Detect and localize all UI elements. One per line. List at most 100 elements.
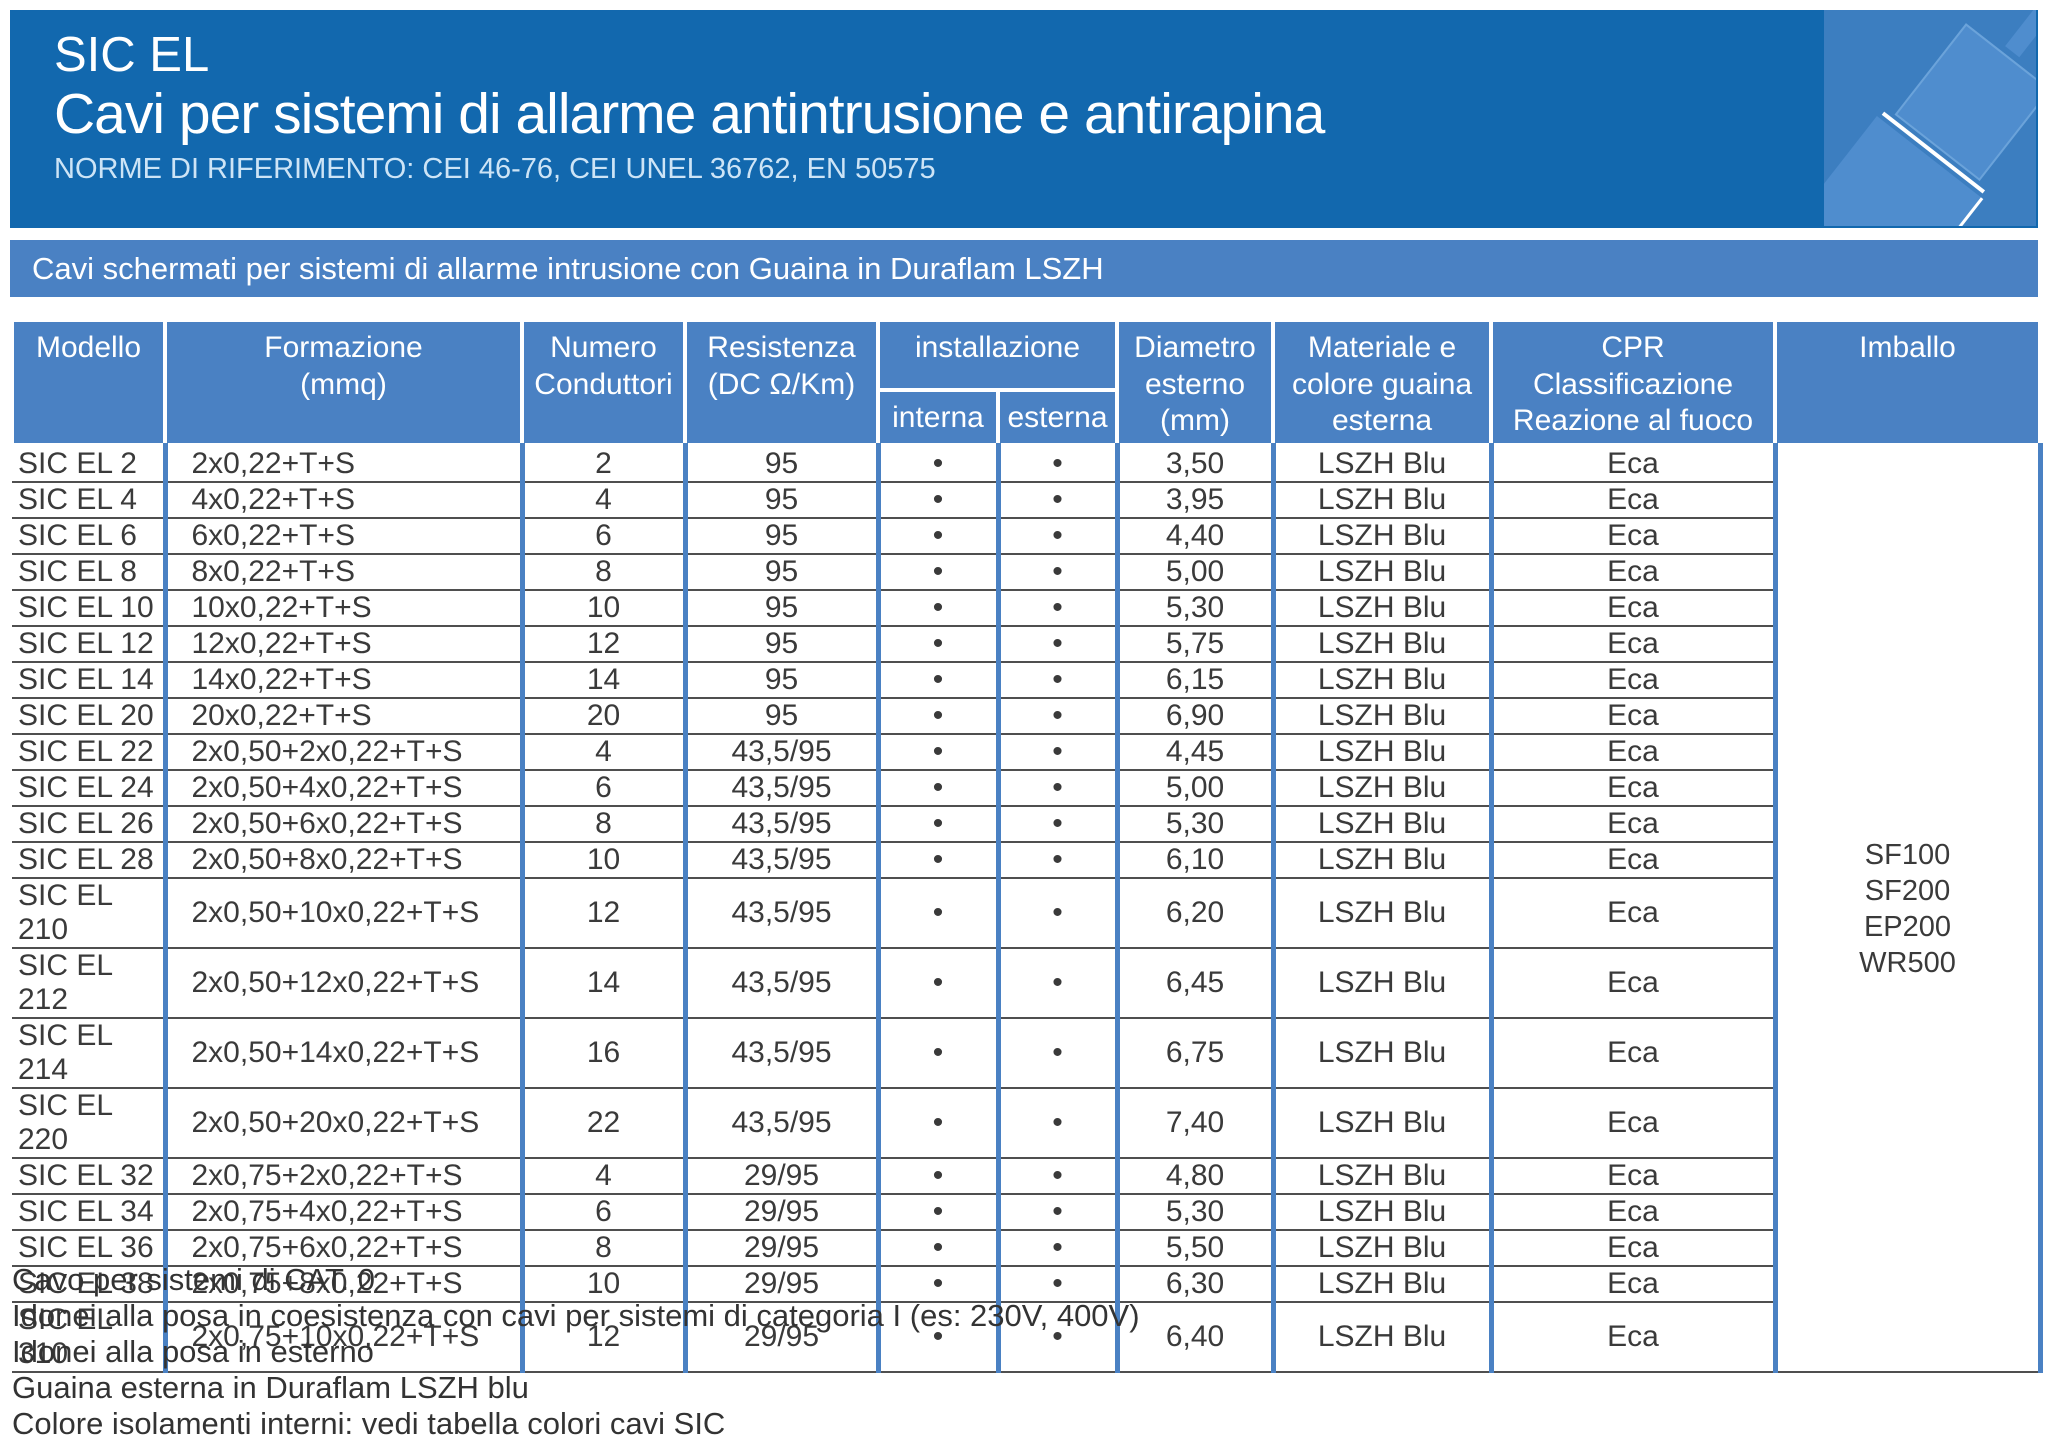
cell-installazione-interna: • bbox=[875, 1157, 998, 1194]
cell-formazione: 2x0,75+10x0,22+T+S bbox=[162, 1301, 522, 1373]
cell-conduttori: 12 bbox=[519, 1301, 685, 1373]
cell-formazione: 8x0,22+T+S bbox=[162, 553, 522, 590]
cell-modello: SIC EL 210 bbox=[12, 877, 165, 948]
header-banner: SIC EL Cavi per sistemi di allarme antin… bbox=[10, 10, 2038, 228]
cell-cpr: Eca bbox=[1488, 445, 1776, 482]
cell-formazione: 2x0,75+4x0,22+T+S bbox=[162, 1193, 522, 1230]
table-row: SIC EL 12 12x0,22+T+S 12 95 • • 5,75 LSZ… bbox=[12, 625, 2040, 662]
cell-guaina: LSZH Blu bbox=[1270, 877, 1492, 948]
cell-diametro: 7,40 bbox=[1114, 1087, 1274, 1158]
cell-diametro: 5,50 bbox=[1114, 1229, 1274, 1266]
cell-guaina: LSZH Blu bbox=[1270, 697, 1492, 734]
cell-installazione-interna: • bbox=[875, 733, 998, 770]
cell-cpr: Eca bbox=[1488, 517, 1776, 554]
cell-conduttori: 8 bbox=[519, 553, 685, 590]
cell-diametro: 5,00 bbox=[1114, 553, 1274, 590]
cell-conduttori: 16 bbox=[519, 1017, 685, 1088]
cell-cpr: Eca bbox=[1488, 947, 1776, 1018]
cell-diametro: 6,15 bbox=[1114, 661, 1274, 698]
spec-table: Modello Formazione (mmq) Numero Condutto… bbox=[10, 318, 2043, 1373]
cell-guaina: LSZH Blu bbox=[1270, 553, 1492, 590]
cell-diametro: 5,00 bbox=[1114, 769, 1274, 806]
cell-diametro: 5,75 bbox=[1114, 625, 1274, 662]
table-row: SIC EL 4 4x0,22+T+S 4 95 • • 3,95 LSZH B… bbox=[12, 481, 2040, 518]
cell-formazione: 14x0,22+T+S bbox=[162, 661, 522, 698]
cell-resistenza: 95 bbox=[682, 445, 878, 482]
reference-norms: NORME DI RIFERIMENTO: CEI 46-76, CEI UNE… bbox=[54, 152, 936, 185]
cell-diametro: 5,30 bbox=[1114, 805, 1274, 842]
cell-installazione-interna: • bbox=[875, 841, 998, 878]
cell-guaina: LSZH Blu bbox=[1270, 589, 1492, 626]
table-row: SIC EL 210 2x0,50+10x0,22+T+S 12 43,5/95… bbox=[12, 877, 2040, 948]
cell-installazione-interna: • bbox=[875, 445, 998, 482]
cell-resistenza: 29/95 bbox=[682, 1265, 878, 1302]
cell-modello: SIC EL 20 bbox=[12, 697, 165, 734]
section-subheader: Cavi schermati per sistemi di allarme in… bbox=[10, 240, 2038, 297]
cell-installazione-esterna: • bbox=[995, 1265, 1118, 1302]
cell-installazione-esterna: • bbox=[995, 589, 1118, 626]
table-row: SIC EL 8 8x0,22+T+S 8 95 • • 5,00 LSZH B… bbox=[12, 553, 2040, 590]
cell-cpr: Eca bbox=[1488, 841, 1776, 878]
cell-resistenza: 95 bbox=[682, 625, 878, 662]
cell-modello: SIC EL 212 bbox=[12, 947, 165, 1018]
cell-resistenza: 43,5/95 bbox=[682, 877, 878, 948]
cell-conduttori: 6 bbox=[519, 517, 685, 554]
cell-installazione-esterna: • bbox=[995, 1017, 1118, 1088]
cell-installazione-interna: • bbox=[875, 947, 998, 1018]
cell-diametro: 3,95 bbox=[1114, 481, 1274, 518]
cell-cpr: Eca bbox=[1488, 553, 1776, 590]
cell-resistenza: 43,5/95 bbox=[682, 733, 878, 770]
cell-diametro: 3,50 bbox=[1114, 445, 1274, 482]
cell-installazione-esterna: • bbox=[995, 697, 1118, 734]
cell-diametro: 6,20 bbox=[1114, 877, 1274, 948]
cell-modello: SIC EL 14 bbox=[12, 661, 165, 698]
cell-installazione-interna: • bbox=[875, 553, 998, 590]
cell-resistenza: 43,5/95 bbox=[682, 805, 878, 842]
cell-guaina: LSZH Blu bbox=[1270, 1229, 1492, 1266]
note-line: Idonei alla posa in esterno bbox=[12, 1334, 374, 1369]
cell-conduttori: 20 bbox=[519, 697, 685, 734]
cell-modello: SIC EL 8 bbox=[12, 553, 165, 590]
cell-formazione: 2x0,50+10x0,22+T+S bbox=[162, 877, 522, 948]
cell-resistenza: 43,5/95 bbox=[682, 841, 878, 878]
cell-guaina: LSZH Blu bbox=[1270, 661, 1492, 698]
col-header-imballo: Imballo bbox=[1773, 318, 2043, 447]
cell-cpr: Eca bbox=[1488, 805, 1776, 842]
cell-installazione-esterna: • bbox=[995, 841, 1118, 878]
cell-conduttori: 4 bbox=[519, 733, 685, 770]
cell-conduttori: 6 bbox=[519, 769, 685, 806]
cell-modello: SIC EL 38 bbox=[12, 1265, 165, 1302]
cell-installazione-interna: • bbox=[875, 769, 998, 806]
cell-installazione-interna: • bbox=[875, 805, 998, 842]
cell-cpr: Eca bbox=[1488, 1157, 1776, 1194]
cell-installazione-interna: • bbox=[875, 877, 998, 948]
table-row: SIC EL 32 2x0,75+2x0,22+T+S 4 29/95 • • … bbox=[12, 1157, 2040, 1194]
table-row: SIC EL 10 10x0,22+T+S 10 95 • • 5,30 LSZ… bbox=[12, 589, 2040, 626]
cell-resistenza: 29/95 bbox=[682, 1193, 878, 1230]
table-row: SIC EL 14 14x0,22+T+S 14 95 • • 6,15 LSZ… bbox=[12, 661, 2040, 698]
cell-conduttori: 4 bbox=[519, 481, 685, 518]
cell-conduttori: 8 bbox=[519, 805, 685, 842]
cell-installazione-interna: • bbox=[875, 1087, 998, 1158]
header-text-block: SIC EL Cavi per sistemi di allarme antin… bbox=[54, 28, 1325, 187]
cable-graphic bbox=[1824, 10, 2036, 226]
cell-installazione-esterna: • bbox=[995, 1301, 1118, 1373]
cell-diametro: 6,30 bbox=[1114, 1265, 1274, 1302]
cell-installazione-esterna: • bbox=[995, 1193, 1118, 1230]
cell-formazione: 2x0,75+8x0,22+T+S bbox=[162, 1265, 522, 1302]
cell-installazione-interna: • bbox=[875, 1265, 998, 1302]
table-body: SIC EL 2 2x0,22+T+S 2 95 • • 3,50 LSZH B… bbox=[12, 445, 2043, 1373]
cell-conduttori: 22 bbox=[519, 1087, 685, 1158]
col-header-resistenza: Resistenza (DC Ω/Km) bbox=[683, 318, 880, 447]
cell-resistenza: 29/95 bbox=[682, 1229, 878, 1266]
cell-modello: SIC EL 28 bbox=[12, 841, 165, 878]
cell-conduttori: 2 bbox=[519, 445, 685, 482]
cell-installazione-esterna: • bbox=[995, 625, 1118, 662]
cell-installazione-esterna: • bbox=[995, 877, 1118, 948]
cell-formazione: 2x0,50+4x0,22+T+S bbox=[162, 769, 522, 806]
table-row: SIC EL 6 6x0,22+T+S 6 95 • • 4,40 LSZH B… bbox=[12, 517, 2040, 554]
table-row: SIC EL 310 2x0,75+10x0,22+T+S 12 29/95 •… bbox=[12, 1301, 2040, 1373]
cell-modello: SIC EL 36 bbox=[12, 1229, 165, 1266]
cell-diametro: 5,30 bbox=[1114, 1193, 1274, 1230]
